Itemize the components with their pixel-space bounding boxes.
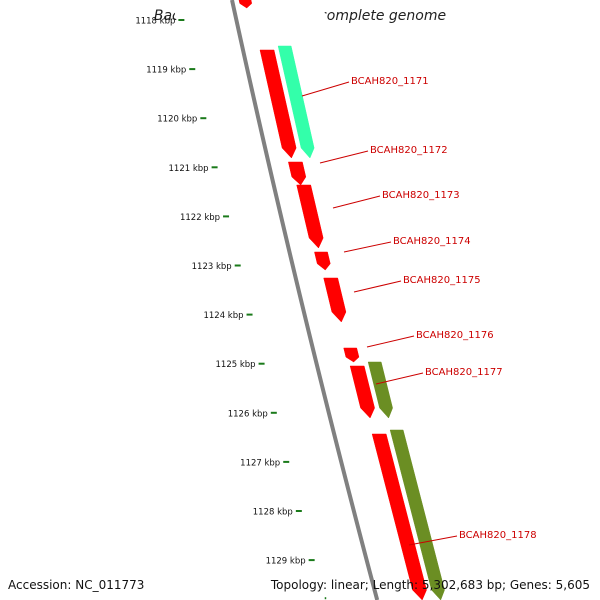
- gene-feature: [349, 365, 375, 419]
- leader-line: [366, 335, 415, 348]
- axis-label: 1119 kbp: [146, 66, 186, 76]
- axis-label: 1124 kbp: [203, 311, 243, 321]
- track-band: [172, 0, 468, 600]
- gene-feature: [288, 161, 307, 186]
- gene-feature: [323, 277, 347, 323]
- label-leader-lines: [301, 81, 458, 546]
- leader-line: [301, 81, 350, 97]
- axis-label: 1126 kbp: [228, 409, 268, 419]
- axis-label: 1129 kbp: [266, 557, 306, 567]
- gene-label[interactable]: BCAH820_1175: [403, 275, 481, 286]
- gene-label[interactable]: BCAH820_1178: [459, 530, 537, 541]
- axis-labels: 1118 kbp 1119 kbp 1120 kbp 1121 kbp 1122 kbp…: [135, 17, 315, 567]
- gene-feature: [371, 433, 427, 600]
- gene-labels: BCAH820_1171 BCAH820_1172 BCAH820_1173 BCAH…: [351, 76, 537, 541]
- accession-text: Accession: NC_011773: [8, 578, 145, 592]
- genome-backbone: [230, 0, 380, 600]
- gene-feature: [277, 45, 315, 159]
- gene-label[interactable]: BCAH820_1173: [382, 190, 460, 201]
- leader-line: [332, 195, 381, 209]
- leader-line: [353, 280, 402, 293]
- gene-feature: [389, 429, 445, 600]
- axis-label: 1123 kbp: [192, 262, 232, 272]
- gene-label[interactable]: BCAH820_1171: [351, 76, 429, 87]
- axis-label: 1127 kbp: [240, 458, 280, 468]
- gene-label[interactable]: BCAH820_1172: [370, 145, 448, 156]
- leader-line: [375, 372, 424, 385]
- gene-label[interactable]: BCAH820_1177: [425, 367, 503, 378]
- gene-feature: [314, 251, 331, 271]
- leader-line: [343, 241, 392, 253]
- axis-label: 1128 kbp: [253, 508, 293, 518]
- axis-label: 1121 kbp: [169, 164, 209, 174]
- gene-feature: [343, 347, 360, 363]
- gene-feature: [296, 184, 324, 249]
- gene-feature: [367, 361, 393, 419]
- backbone-line: [230, 0, 380, 600]
- axis-label: 1118 kbp: [135, 17, 175, 27]
- leader-line: [408, 535, 458, 546]
- axis-label: 1120 kbp: [157, 115, 197, 125]
- gene-track-band: [172, 0, 468, 600]
- gene-label[interactable]: BCAH820_1176: [416, 330, 494, 341]
- gene-feature: [238, 0, 253, 9]
- leader-line: [319, 150, 369, 164]
- axis-label: 1122 kbp: [180, 213, 220, 223]
- gene-feature: [259, 49, 297, 159]
- gene-features: [238, 0, 445, 600]
- gene-label[interactable]: BCAH820_1174: [393, 236, 471, 247]
- genome-summary-text: Topology: linear; Length: 5,302,683 bp; …: [270, 578, 590, 592]
- axis-label: 1125 kbp: [216, 360, 256, 370]
